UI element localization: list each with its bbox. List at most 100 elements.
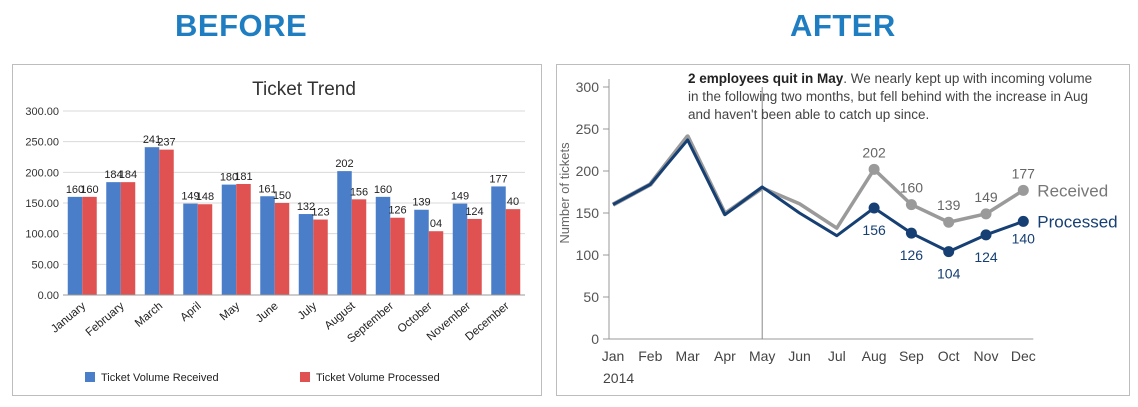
bar-received [183, 203, 198, 295]
y-tick-label: 150 [576, 205, 600, 221]
year-label: 2014 [603, 370, 634, 386]
data-label: 156 [350, 186, 368, 198]
data-label-received: 139 [937, 197, 961, 213]
x-tick-label: July [296, 300, 320, 322]
after-chart-panel: Number of tickets 0 50 100 150 200 250 300 Jan Fe… [556, 64, 1130, 396]
x-tick-label: Jul [828, 348, 846, 364]
x-tick-label: August [323, 300, 359, 333]
data-label: 202 [335, 158, 353, 170]
x-tick-label: June [254, 300, 281, 325]
data-label: 177 [489, 173, 507, 185]
x-tick-label: Jan [602, 348, 625, 364]
bar-received [260, 196, 275, 295]
data-label: 241 [143, 134, 161, 146]
y-tick-label: 150.00 [25, 198, 59, 210]
data-label: 148 [196, 191, 214, 203]
bar-processed [197, 204, 213, 295]
x-tick-label: Nov [974, 348, 999, 364]
annotation-text: 2 employees quit in May. We nearly kept … [688, 71, 1092, 122]
y-tick-label: 300.00 [25, 106, 59, 118]
bar-received [414, 209, 429, 295]
x-tick-label: Aug [862, 348, 887, 364]
x-tick-label: Dec [1011, 348, 1036, 364]
bar-processed [274, 203, 290, 295]
line-received [761, 167, 1025, 230]
data-label: 181 [234, 171, 252, 183]
data-label: 139 [412, 197, 430, 209]
bar-received [337, 171, 352, 295]
bar-processed [313, 219, 328, 295]
before-heading: BEFORE [175, 8, 308, 43]
y-tick-label: 0 [591, 331, 599, 347]
data-label-processed: 156 [862, 222, 886, 238]
bar-processed [428, 231, 444, 295]
bar-processed [505, 209, 521, 295]
point-received [1017, 184, 1029, 196]
data-label-processed: 124 [974, 249, 998, 265]
after-heading: AFTER [790, 8, 896, 43]
bar-received [106, 182, 121, 295]
point-received [905, 199, 917, 211]
bar-received [298, 214, 314, 295]
y-axis-label: Number of tickets [557, 142, 572, 244]
data-label: 237 [157, 137, 175, 149]
data-label: 149 [451, 191, 469, 203]
y-tick-label: 50 [583, 289, 599, 305]
data-label-received: 177 [1012, 165, 1036, 181]
x-tick-label: Jun [788, 348, 811, 364]
chart-title: Ticket Trend [252, 79, 356, 100]
legend-label-received: Received [1037, 181, 1108, 200]
legend-label-processed: Processed [1037, 212, 1117, 231]
bar-received [375, 196, 391, 295]
data-label: 180 [220, 172, 238, 184]
data-label: 04 [430, 218, 442, 230]
x-tick-label: Mar [676, 348, 700, 364]
data-label: 161 [258, 183, 276, 195]
x-tick-label: Apr [714, 348, 736, 364]
bar-received [452, 203, 468, 295]
legend-label: Ticket Volume Processed [316, 372, 440, 384]
data-label: 160 [374, 184, 392, 196]
y-tick-label: 250 [576, 121, 600, 137]
bar-processed [159, 149, 174, 295]
y-tick-label: 200.00 [25, 167, 59, 179]
point-processed [868, 202, 880, 214]
x-tick-label: Sep [899, 348, 924, 364]
y-tick-label: 100.00 [25, 229, 59, 241]
bar-received [221, 184, 237, 295]
data-label-processed: 104 [937, 266, 961, 282]
data-label: 184 [119, 169, 137, 181]
x-tick-label: May [749, 348, 775, 364]
bar-processed [82, 196, 97, 295]
after-line-chart: Number of tickets 0 50 100 150 200 250 300 Jan Fe… [557, 71, 1118, 386]
point-received [868, 163, 880, 175]
x-tick-label: Feb [638, 348, 662, 364]
x-tick-label: February [84, 300, 127, 339]
x-tick-label: January [49, 300, 88, 336]
data-label: 132 [297, 201, 315, 213]
y-tick-label: 50.00 [31, 259, 59, 271]
data-label: 184 [104, 169, 122, 181]
data-label: 126 [388, 205, 406, 217]
point-processed [905, 227, 917, 239]
point-received [943, 216, 955, 228]
y-tick-label: 0.00 [38, 290, 59, 302]
point-processed [943, 246, 955, 258]
legend-label: Ticket Volume Received [101, 372, 219, 384]
data-label-received: 160 [900, 180, 924, 196]
data-label: 150 [273, 190, 291, 202]
data-label-received: 202 [862, 144, 886, 160]
data-label: 40 [507, 196, 519, 208]
bar-received [67, 196, 83, 295]
point-processed [980, 229, 992, 241]
x-tick-label: April [178, 300, 203, 324]
y-tick-label: 100 [576, 247, 600, 263]
x-tick-label: Oct [938, 348, 960, 364]
y-tick-label: 200 [576, 163, 600, 179]
x-tick-label: March [133, 300, 165, 330]
bar-received [144, 147, 160, 295]
point-processed [1017, 215, 1029, 227]
line-processed [612, 138, 1024, 254]
point-received [980, 208, 992, 220]
bar-processed [120, 182, 136, 295]
